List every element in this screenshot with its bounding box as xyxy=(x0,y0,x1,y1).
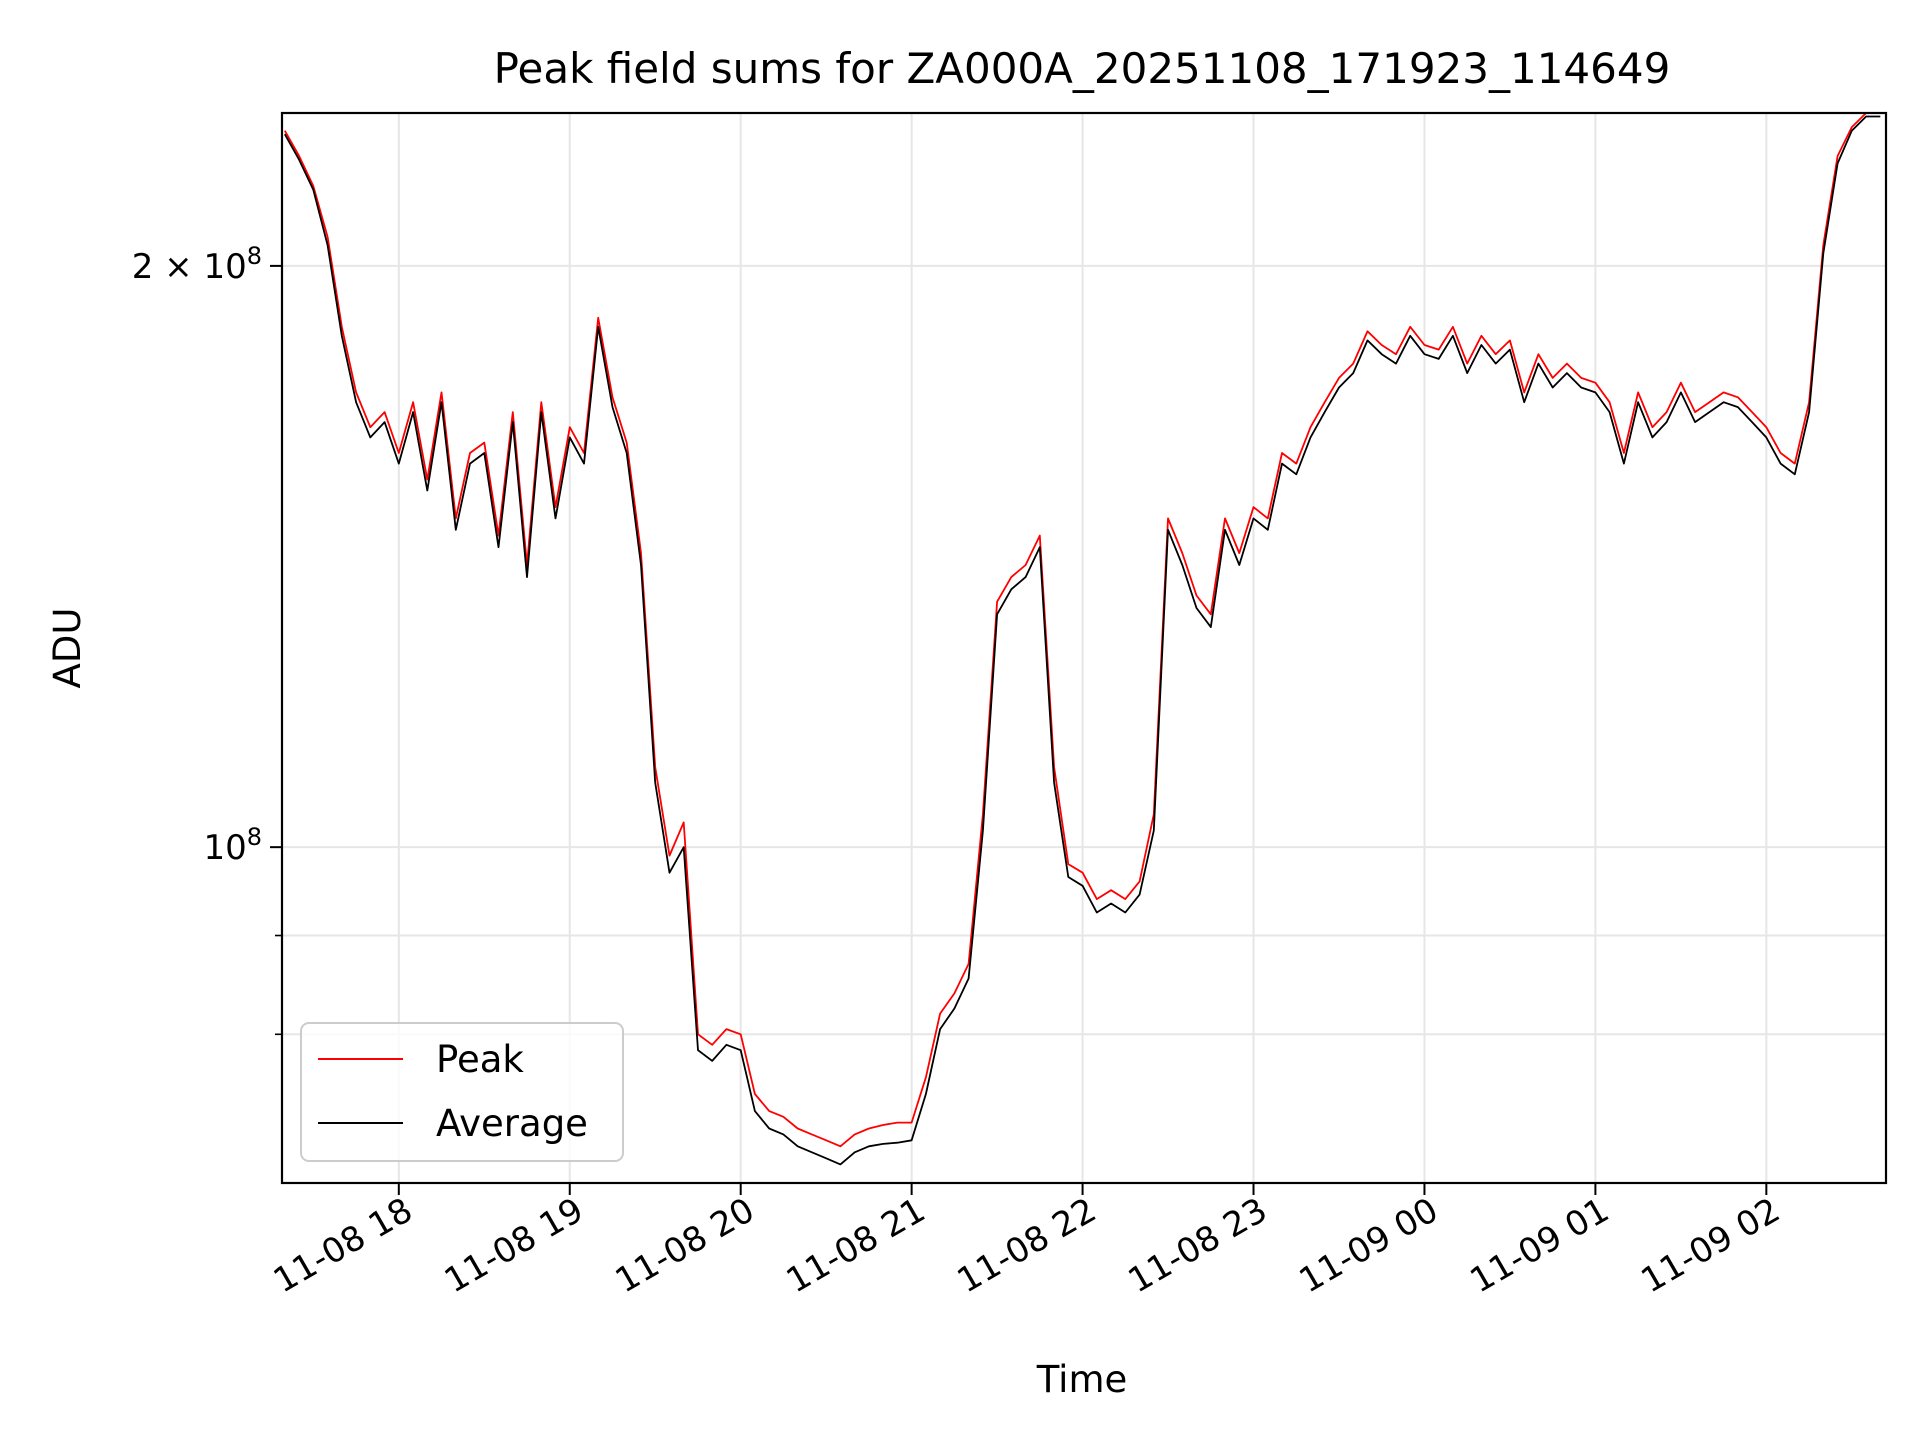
grid-lines xyxy=(282,113,1886,1183)
y-tick-label: 2 × 108 xyxy=(132,242,262,287)
y-tick-label: 108 xyxy=(203,823,262,868)
series-layer xyxy=(284,112,1881,1166)
y-axis-label: ADU xyxy=(46,608,89,689)
legend: Peak Average xyxy=(300,1022,624,1162)
legend-label-average: Average xyxy=(436,1102,588,1145)
series-line-peak xyxy=(284,112,1881,1148)
plot-frame xyxy=(280,111,1888,1185)
y-axis-ticks: 108 2 × 108 xyxy=(132,242,282,1036)
legend-box xyxy=(300,1022,624,1162)
chart-title: Peak field sums for ZA000A_20251108_1719… xyxy=(494,44,1671,93)
x-axis-label: Time xyxy=(1036,1358,1128,1401)
legend-label-peak: Peak xyxy=(436,1038,524,1081)
series-line-average xyxy=(284,115,1881,1166)
